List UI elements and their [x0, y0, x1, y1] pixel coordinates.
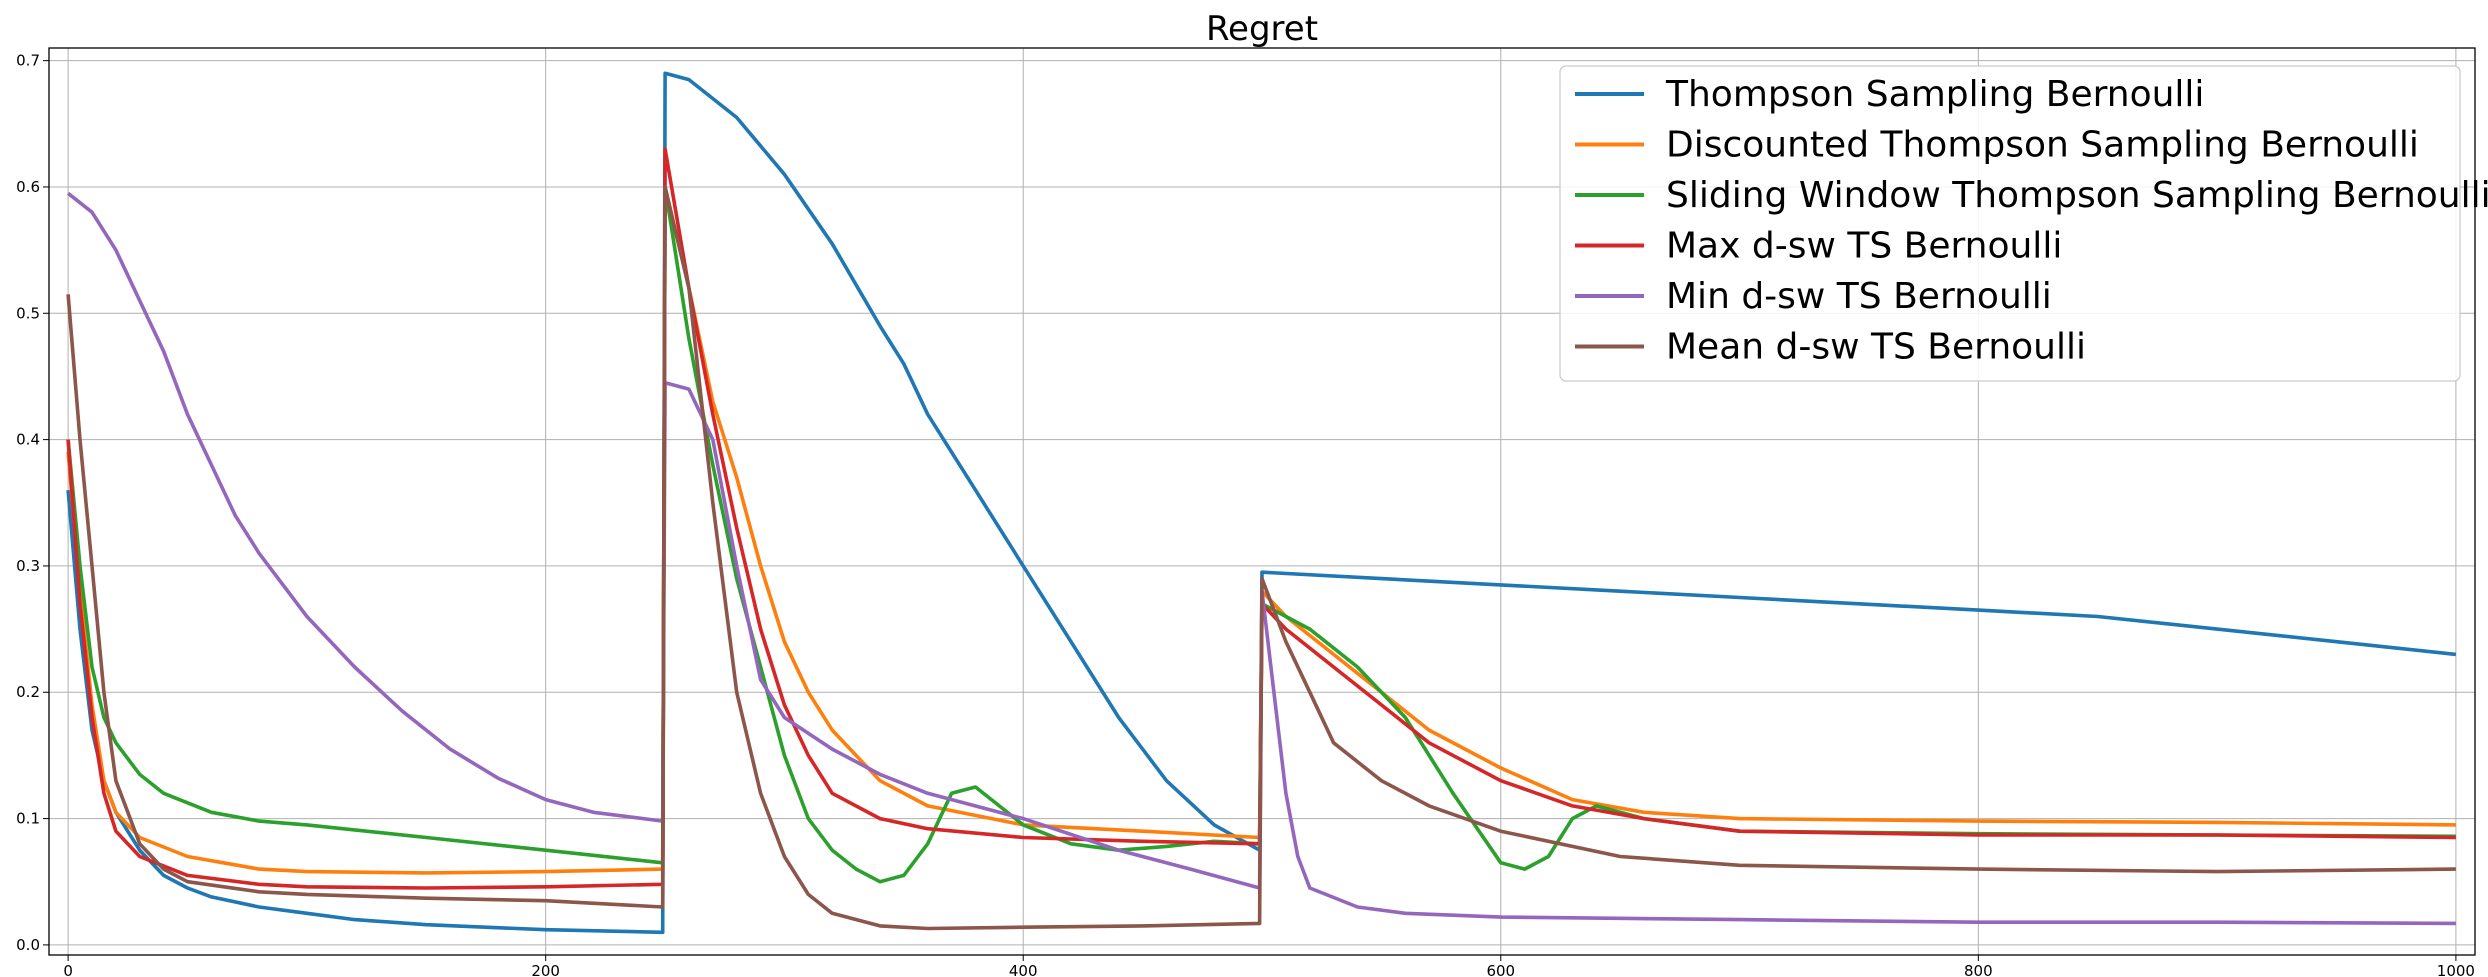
y-tick-label: 0.2	[16, 683, 40, 701]
legend-label: Sliding Window Thompson Sampling Bernoul…	[1666, 175, 2488, 216]
x-tick-label: 200	[531, 962, 560, 977]
y-axis-ticks: 0.0 0.1 0.2 0.3 0.4 0.5 0.6 0.7	[16, 52, 49, 954]
grid-lines	[49, 48, 2475, 955]
y-tick-label: 0.4	[16, 431, 40, 449]
series-line-4	[66, 147, 2456, 890]
series-line-6	[66, 185, 2456, 931]
legend-box	[1559, 65, 2461, 382]
series-line-2	[66, 185, 2456, 875]
y-tick-label: 0.7	[16, 52, 40, 70]
series-line-1	[66, 71, 2457, 935]
y-tick-label: 0.1	[16, 810, 40, 828]
x-tick-label: 800	[1964, 962, 1993, 977]
legend-label: Min d-sw TS Bernoulli	[1666, 276, 2052, 317]
chart-title: Regret	[1206, 9, 1318, 49]
x-tick-label: 600	[1486, 962, 1515, 977]
legend-label: Thompson Sampling Bernoulli	[1665, 74, 2204, 115]
x-tick-label: 400	[1009, 962, 1038, 977]
y-tick-label: 0.6	[16, 178, 40, 196]
series-line-3	[66, 185, 2456, 884]
x-tick-label: 1000	[2437, 962, 2475, 977]
legend: Thompson Sampling Bernoulli Discounted Th…	[1559, 65, 2488, 382]
y-tick-label: 0.5	[16, 304, 40, 322]
series-line-5	[66, 191, 2456, 926]
x-axis-ticks: 0 200 400 600 800 1000	[63, 955, 2475, 977]
plot-frame	[48, 47, 2476, 956]
x-tick-label: 0	[63, 962, 73, 977]
legend-label: Max d-sw TS Bernoulli	[1666, 226, 2062, 267]
y-tick-label: 0.3	[16, 557, 40, 575]
y-tick-label: 0.0	[16, 936, 40, 954]
legend-label: Mean d-sw TS Bernoulli	[1666, 327, 2086, 368]
series-lines	[66, 71, 2457, 935]
legend-label: Discounted Thompson Sampling Bernoulli	[1666, 125, 2419, 166]
